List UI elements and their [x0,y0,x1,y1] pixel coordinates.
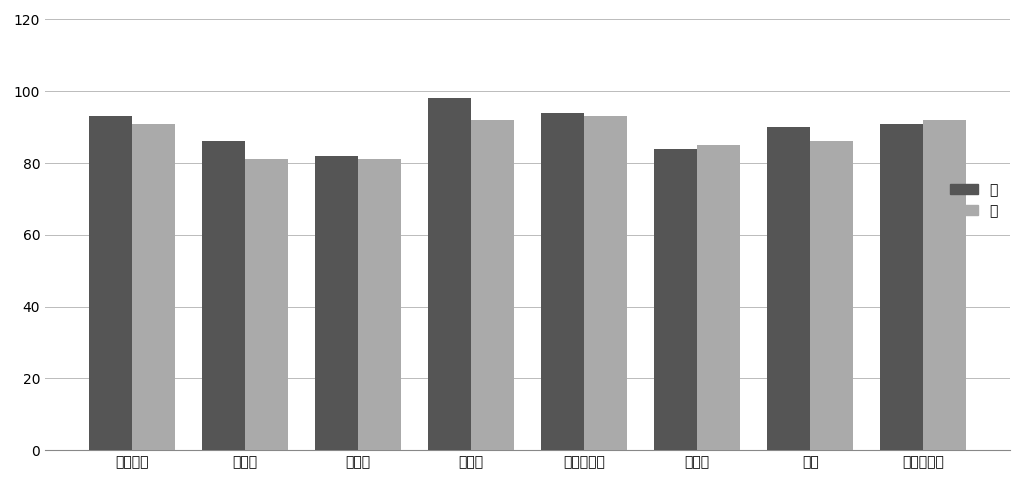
Bar [428,99,471,450]
Bar [697,145,740,450]
Bar [315,156,358,450]
Bar [924,120,967,450]
Bar [471,120,514,450]
Bar [541,113,584,450]
Bar [132,124,175,450]
Bar [245,159,288,450]
Bar [202,142,245,450]
Bar [810,142,853,450]
Bar [767,127,810,450]
Legend: 남, 여: 남, 여 [945,177,1004,223]
Bar [654,149,697,450]
Bar [881,124,924,450]
Bar [584,116,627,450]
Bar [89,116,132,450]
Bar [358,159,401,450]
